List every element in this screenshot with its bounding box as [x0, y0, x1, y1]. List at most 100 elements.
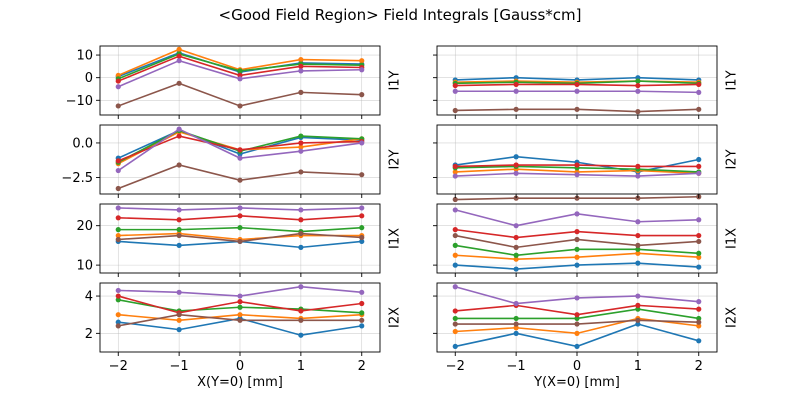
data-point [298, 169, 304, 175]
data-point [452, 88, 458, 94]
data-point [298, 308, 304, 314]
data-point [452, 262, 458, 268]
data-point [176, 126, 182, 132]
data-point [115, 185, 121, 192]
data-point [574, 88, 580, 94]
data-point [696, 250, 702, 256]
y-axis-label: I1Y [388, 70, 403, 90]
series-6 [452, 106, 702, 115]
series-6 [115, 162, 365, 192]
data-point [359, 310, 365, 316]
data-point [237, 238, 243, 245]
series-5 [115, 126, 365, 174]
data-point [635, 242, 641, 248]
data-point [452, 252, 458, 258]
data-point [635, 195, 641, 201]
data-point [359, 234, 365, 241]
data-point [574, 236, 580, 243]
data-point [513, 256, 519, 262]
series-5 [115, 58, 365, 90]
data-point [574, 343, 580, 350]
data-point [237, 155, 243, 161]
data-point [176, 327, 182, 333]
data-point [574, 172, 580, 178]
panel-i1y-y: I1Y [433, 45, 740, 119]
y-axis-label: I2X [388, 307, 403, 328]
series-3 [452, 306, 702, 322]
data-point [574, 254, 580, 260]
data-point [574, 295, 580, 301]
panel-i1x-x: 10 20 I1X [76, 203, 403, 277]
data-point [635, 306, 641, 312]
data-point [359, 289, 365, 295]
data-point [359, 92, 365, 98]
series-1 [452, 260, 702, 272]
data-point [176, 133, 182, 139]
data-point [115, 227, 121, 233]
data-point [237, 312, 243, 318]
data-point [696, 81, 702, 88]
y-tick-label: 20 [76, 219, 93, 234]
data-point [452, 207, 458, 213]
series-5 [115, 205, 365, 213]
data-point [115, 323, 121, 329]
data-point [359, 225, 365, 231]
data-point [452, 343, 458, 350]
data-point [359, 300, 365, 307]
data-point [359, 67, 365, 73]
data-point [115, 319, 121, 325]
data-point [513, 321, 519, 327]
data-point [115, 312, 121, 318]
data-point [176, 317, 182, 323]
x-tick-label: −2 [446, 359, 465, 374]
data-point [696, 315, 702, 322]
y-axis-label: I2Y [388, 149, 403, 169]
data-point [115, 78, 121, 84]
data-point [176, 53, 182, 59]
data-point [696, 217, 702, 223]
data-point [452, 196, 458, 203]
series-5 [452, 284, 702, 307]
x-axis-label: Y(X=0) [mm] [533, 375, 620, 390]
data-point [513, 223, 519, 229]
series-6 [115, 80, 365, 109]
data-point [115, 103, 121, 109]
data-point [298, 207, 304, 213]
data-point [298, 284, 304, 290]
data-point [237, 147, 243, 153]
data-point [237, 293, 243, 299]
data-point [298, 217, 304, 223]
series-4 [452, 302, 702, 318]
data-point [513, 195, 519, 201]
data-point [452, 82, 458, 89]
data-point [513, 234, 519, 241]
x-tick-label: −1 [170, 359, 189, 374]
data-point [696, 163, 702, 169]
data-point [635, 250, 641, 256]
x-tick-label: −1 [507, 359, 526, 374]
data-point [696, 238, 702, 245]
data-point [452, 242, 458, 248]
data-point [635, 302, 641, 308]
data-point [635, 260, 641, 266]
data-point [574, 162, 580, 168]
data-point [176, 289, 182, 295]
panel-i2x-y: −2 −1 0 1 2 I2X Y(X=0) [mm] [433, 282, 740, 390]
series-4 [115, 213, 365, 223]
data-point [298, 332, 304, 338]
series-4 [452, 81, 702, 89]
data-point [237, 213, 243, 219]
data-point [176, 227, 182, 233]
y-tick-label: 0.0 [72, 136, 93, 151]
data-point [574, 330, 580, 336]
series-6 [115, 230, 365, 245]
data-point [513, 330, 519, 336]
data-point [574, 321, 580, 327]
data-point [452, 308, 458, 314]
x-tick-label: 1 [297, 359, 305, 374]
data-point [635, 219, 641, 225]
y-tick-label: 0 [85, 71, 93, 86]
data-point [452, 163, 458, 169]
data-point [635, 317, 641, 323]
